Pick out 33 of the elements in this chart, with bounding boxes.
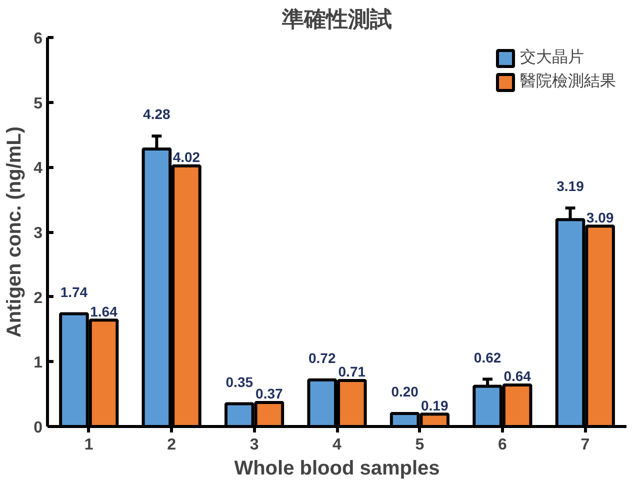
data-label: 0.19 xyxy=(420,397,448,414)
x-tick-label: 7 xyxy=(580,436,590,454)
x-tick-label: 4 xyxy=(332,436,342,454)
y-tick-label: 5 xyxy=(34,95,43,112)
data-label: 0.71 xyxy=(338,364,366,380)
data-label: 0.62 xyxy=(474,349,502,366)
y-tick-label: 0 xyxy=(34,420,43,436)
y-tick-label: 4 xyxy=(34,160,43,178)
x-tick-label: 3 xyxy=(250,436,259,454)
x-tick-label: 1 xyxy=(84,436,94,454)
data-label: 0.35 xyxy=(226,374,254,390)
y-tick-label: 2 xyxy=(34,290,43,307)
data-label: 3.19 xyxy=(556,178,584,194)
y-axis-title: Antigen conc. (ng/mL) xyxy=(4,126,26,338)
x-tick-label: 6 xyxy=(498,436,507,454)
y-tick-label: 6 xyxy=(34,30,43,48)
data-label: 1.74 xyxy=(60,284,88,300)
legend-label: 醫院檢測結果 xyxy=(520,71,616,92)
x-tick-label: 5 xyxy=(415,436,424,454)
chart-title: 準確性測試 xyxy=(281,8,392,32)
data-label: 0.37 xyxy=(256,386,284,402)
legend-label: 交大晶片 xyxy=(520,47,584,68)
data-label: 4.02 xyxy=(172,148,200,165)
data-label: 1.64 xyxy=(90,303,118,320)
x-tick-label: 2 xyxy=(167,436,176,454)
data-label: 4.28 xyxy=(143,106,171,122)
y-tick-label: 1 xyxy=(34,354,43,372)
data-label: 0.72 xyxy=(308,350,336,366)
data-label: 3.09 xyxy=(586,209,614,226)
data-label: 0.20 xyxy=(391,384,419,400)
data-label: 0.64 xyxy=(504,368,532,384)
x-axis-title: Whole blood samples xyxy=(234,458,440,480)
y-tick-label: 3 xyxy=(34,225,43,242)
